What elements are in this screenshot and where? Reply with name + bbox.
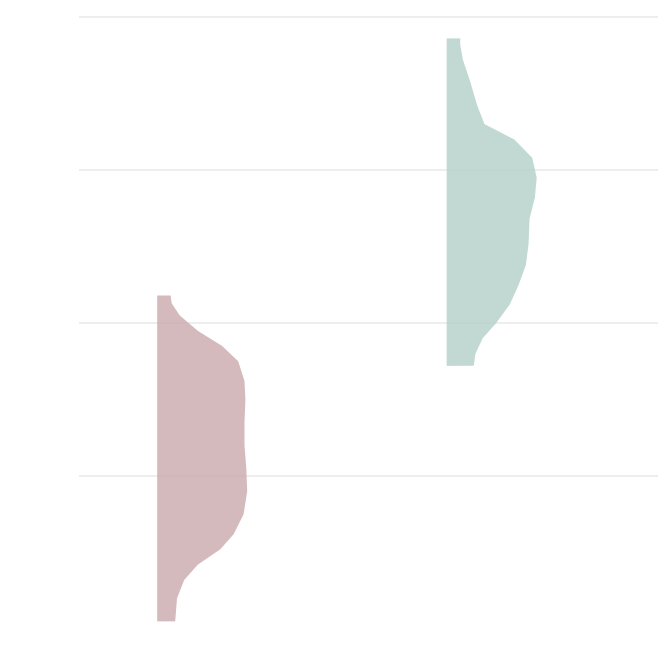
violin-half-2 [446,38,537,366]
violin-half-1 [157,295,248,622]
violins [157,38,537,622]
